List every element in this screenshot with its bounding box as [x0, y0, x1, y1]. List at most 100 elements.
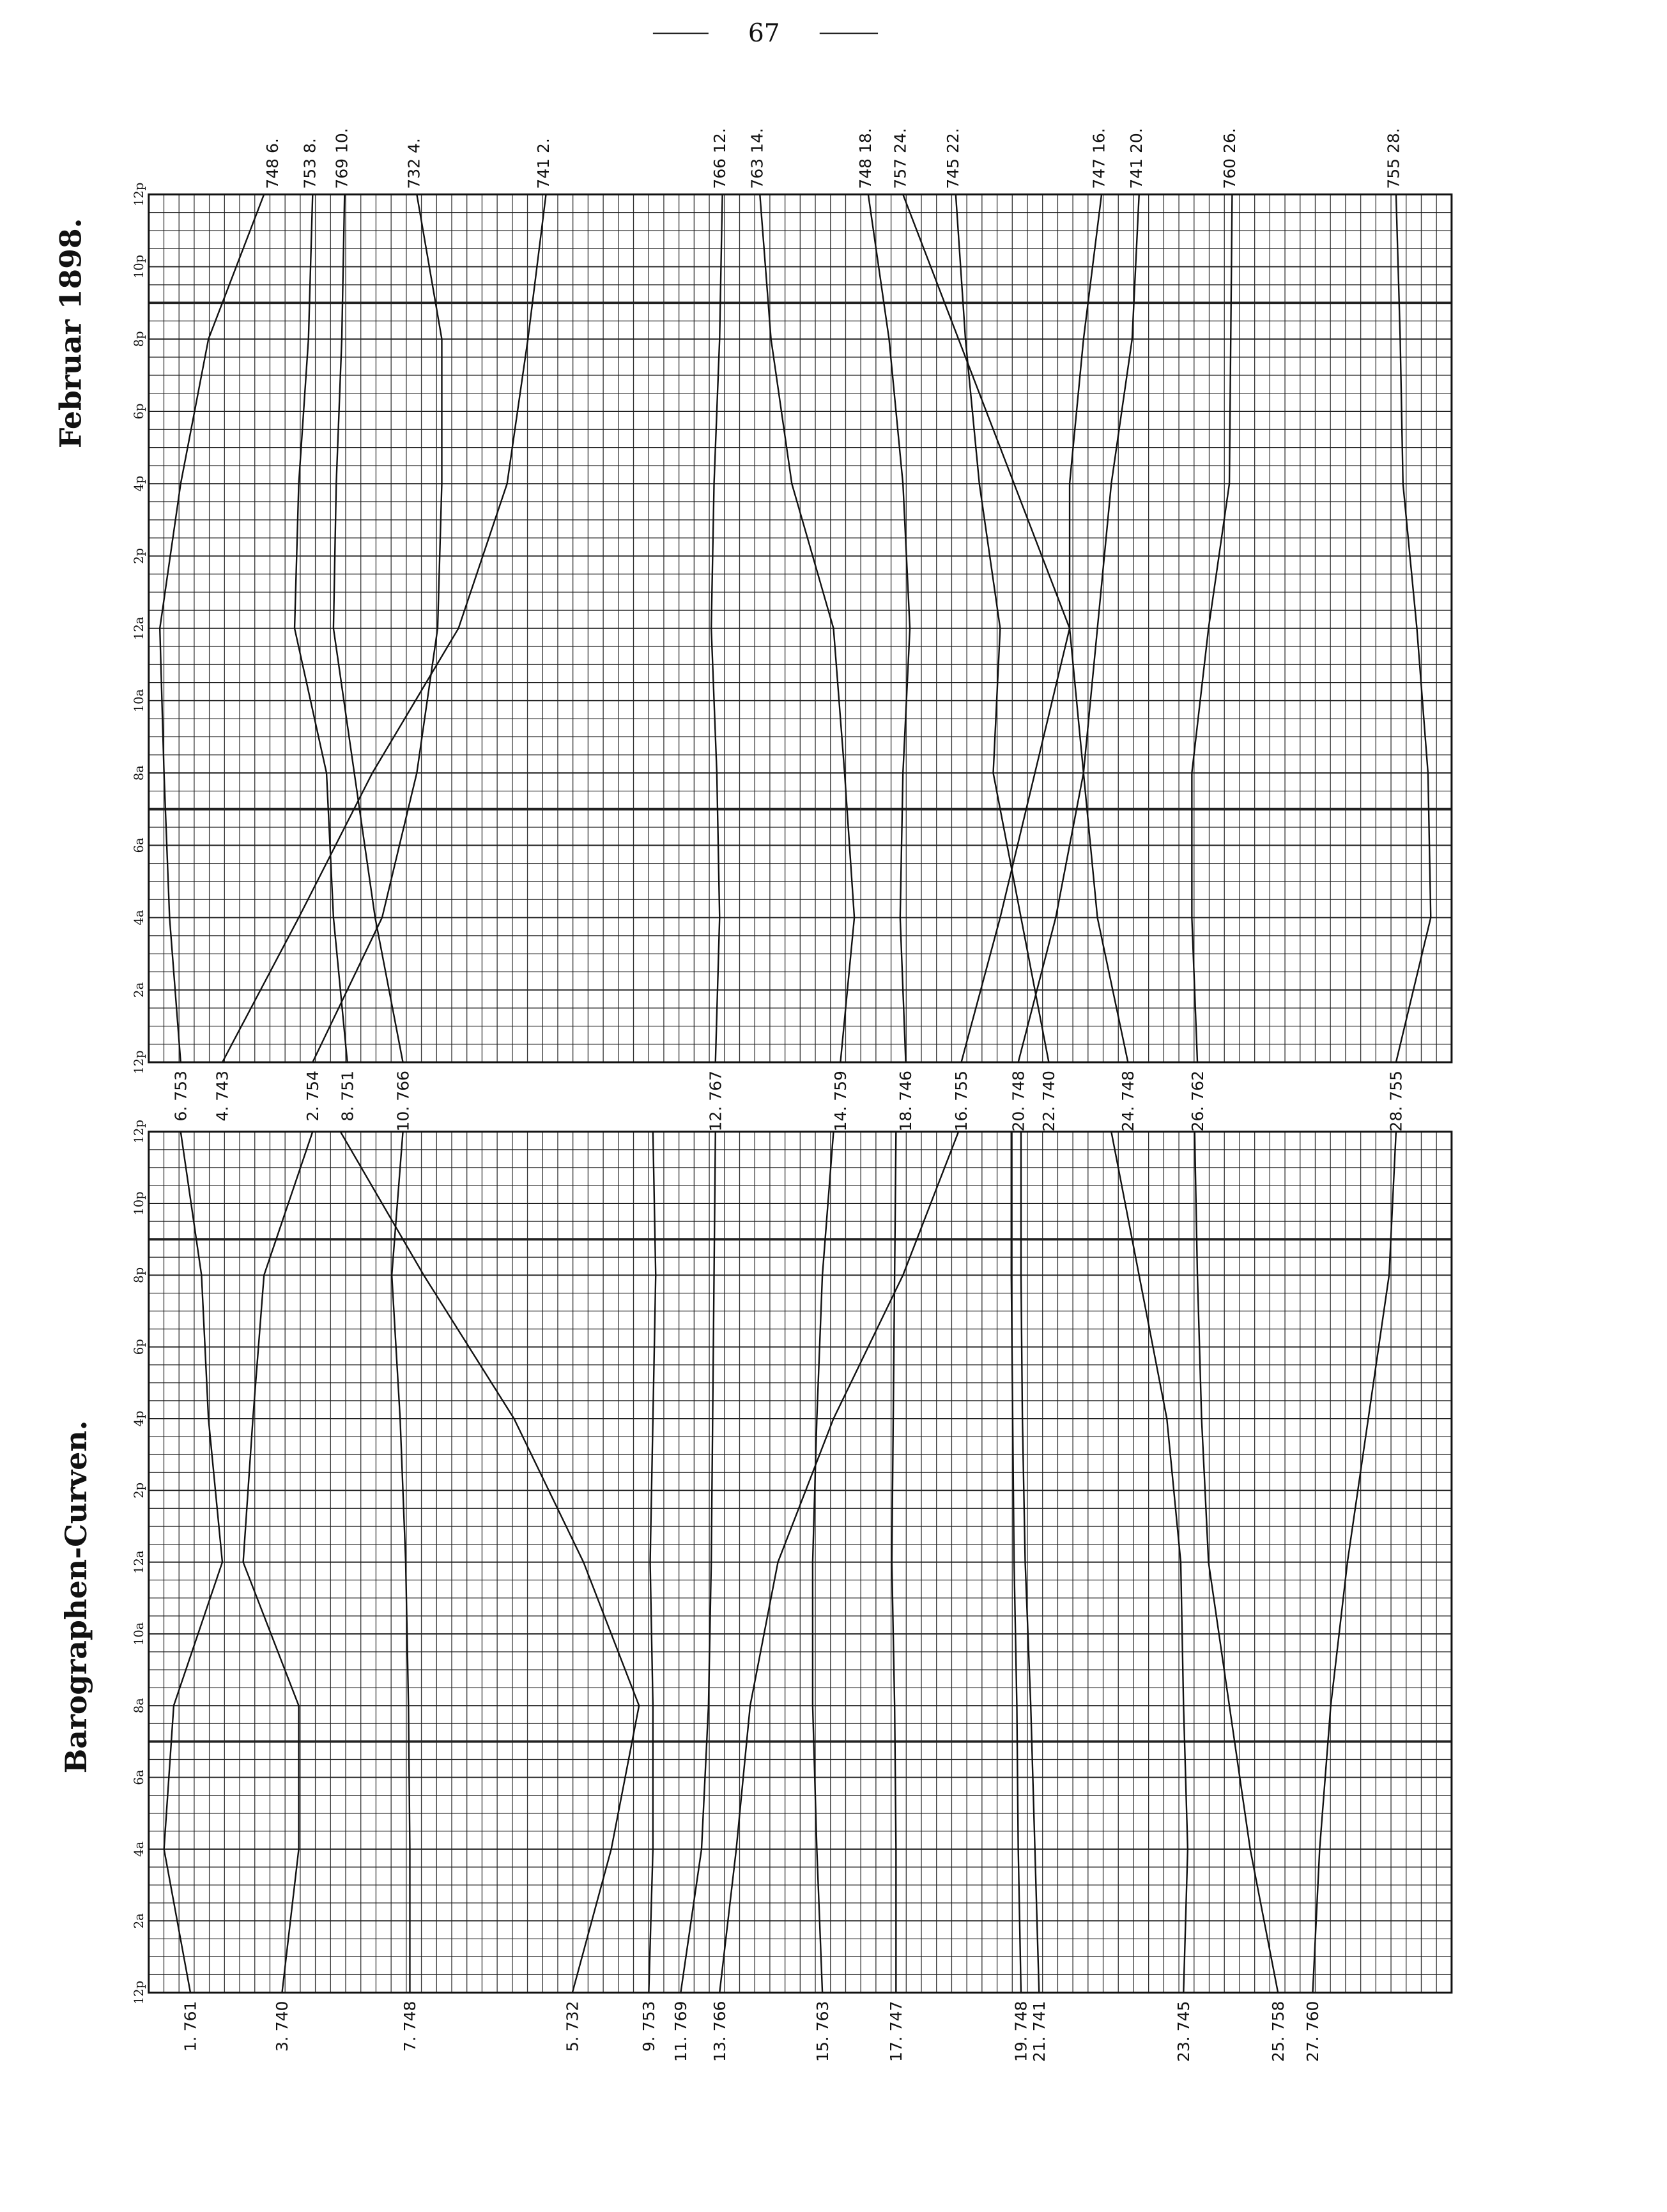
curve-end-label: 763 14.	[748, 128, 767, 188]
panel-title: Februar 1898.	[53, 218, 88, 448]
curve-start-label: 19. 748	[1012, 2001, 1031, 2062]
barograph-curve	[332, 194, 404, 1063]
hour-label: 8p	[132, 1267, 146, 1283]
hour-label: 8a	[132, 1698, 146, 1713]
barograph-curve	[811, 1131, 834, 1993]
curve-start-label: 27. 760	[1303, 2001, 1322, 2062]
barograph-curve	[1312, 1131, 1397, 1993]
curve-start-label: 24. 748	[1119, 1071, 1137, 1131]
curve-start-label: 12. 767	[706, 1071, 725, 1131]
barograph-curve	[1020, 1131, 1040, 1993]
hour-label: 2a	[132, 1913, 146, 1928]
hour-label: 12p	[132, 1120, 146, 1143]
hour-label: 6a	[132, 837, 146, 853]
hour-label: 2a	[132, 982, 146, 997]
barograph-curve	[312, 194, 443, 1063]
curve-start-label: 11. 769	[672, 2001, 690, 2062]
hour-label: 6a	[132, 1769, 146, 1785]
barograph-curve	[719, 1131, 960, 1993]
hour-label: 4a	[132, 1842, 146, 1857]
hour-label: 2p	[132, 1483, 146, 1499]
barograph-curve	[1010, 1131, 1022, 1993]
curve-end-label: 760 26.	[1220, 128, 1239, 188]
curve-start-label: 2. 754	[303, 1071, 322, 1121]
barograph-curve	[158, 194, 265, 1063]
curve-start-label: 22. 740	[1040, 1071, 1058, 1131]
barograph-curve	[163, 1131, 224, 1993]
hour-label: 8p	[132, 331, 146, 347]
curve-start-label: 1. 761	[181, 2001, 200, 2052]
curve-start-label: 6. 753	[171, 1071, 190, 1121]
barograph-curve	[759, 194, 856, 1063]
barograph-curve	[1110, 1131, 1189, 1993]
hour-label: 8a	[132, 765, 146, 781]
barograph-curve	[891, 1131, 897, 1993]
barograph-curve	[648, 1131, 657, 1993]
curve-end-label: 755 28.	[1384, 128, 1402, 188]
page-number: 67	[748, 19, 780, 48]
barograph-curve	[1395, 194, 1432, 1063]
curve-end-label: 757 24.	[891, 128, 910, 188]
hour-label: 6p	[132, 404, 146, 420]
hour-label: 6p	[132, 1339, 146, 1355]
hour-label: 12p	[132, 1981, 146, 2004]
hour-label: 2p	[132, 548, 146, 564]
hour-label: 12a	[132, 1550, 146, 1574]
curve-start-label: 3. 740	[273, 2001, 291, 2052]
barograph-curve	[955, 194, 1050, 1063]
hour-label: 10a	[132, 689, 146, 712]
curve-start-label: 5. 732	[564, 2001, 582, 2052]
panel-title: Barographen-Curven.	[59, 1421, 93, 1774]
barograph-curve	[242, 1131, 314, 1993]
curve-end-label: 766 12.	[711, 128, 729, 188]
curve-end-label: 748 18.	[856, 128, 875, 188]
curve-start-label: 8. 751	[338, 1071, 357, 1121]
barograph-curve	[391, 1131, 411, 1993]
barograph-curve	[902, 194, 1129, 1063]
lower-panel: 12p 10p 8p 6p 4p 2p 12a 10a 8a 6a 4a 2a 12p 1. 761 3. …	[132, 1120, 1453, 2062]
curve-start-label: 25. 758	[1269, 2001, 1287, 2062]
hour-label: 10a	[132, 1622, 146, 1645]
curve-start-label: 7. 748	[401, 2001, 419, 2052]
curve-start-label: 23. 745	[1174, 2001, 1193, 2062]
barograph-curve	[1191, 194, 1233, 1063]
curve-end-label: 741 20.	[1127, 128, 1146, 188]
curve-end-label: 753 8.	[301, 138, 319, 188]
barograph-curve	[867, 194, 911, 1063]
hour-label: 4p	[132, 476, 146, 492]
hour-label: 4a	[132, 910, 146, 925]
upper-panel: 12p 10p 8p 6p 4p 2p 12a 10a 8a 6a 4a 2a 12p 6. 753 4. …	[132, 128, 1453, 1131]
hour-label: 10p	[132, 1191, 146, 1215]
frame	[148, 1131, 1453, 1994]
curve-end-label: 732 4.	[405, 138, 424, 188]
curve-end-label: 745 22.	[944, 128, 962, 188]
barograph-curve	[1017, 194, 1140, 1063]
curve-start-label: 13. 766	[711, 2001, 729, 2062]
hour-label: 12a	[132, 616, 146, 640]
curve-start-label: 17. 747	[887, 2001, 905, 2062]
barograph-curve	[293, 194, 348, 1063]
curve-start-label: 14. 759	[831, 1071, 850, 1131]
curve-start-label: 20. 748	[1009, 1071, 1027, 1131]
curve-end-label: 741 2.	[534, 138, 553, 188]
barograph-curve	[680, 1131, 716, 1993]
curve-start-label: 15. 763	[813, 2001, 832, 2062]
hour-label: 12p	[132, 183, 146, 206]
curve-end-label: 769 10.	[333, 128, 351, 188]
barograph-curve	[339, 1131, 640, 1993]
curve-start-label: 21. 741	[1030, 2001, 1049, 2062]
curve-start-label: 18. 746	[896, 1071, 915, 1131]
hour-label: 4p	[132, 1411, 146, 1427]
curve-end-label: 748 6.	[263, 138, 282, 188]
curve-start-label: 10. 766	[394, 1071, 412, 1131]
curve-end-label: 747 16.	[1089, 128, 1108, 188]
curve-start-label: 26. 762	[1188, 1071, 1207, 1131]
barograph-curve	[1194, 1131, 1279, 1993]
hour-label: 12p	[132, 1050, 146, 1074]
barograph-curve	[221, 194, 547, 1063]
curve-start-label: 9. 753	[640, 2001, 658, 2052]
